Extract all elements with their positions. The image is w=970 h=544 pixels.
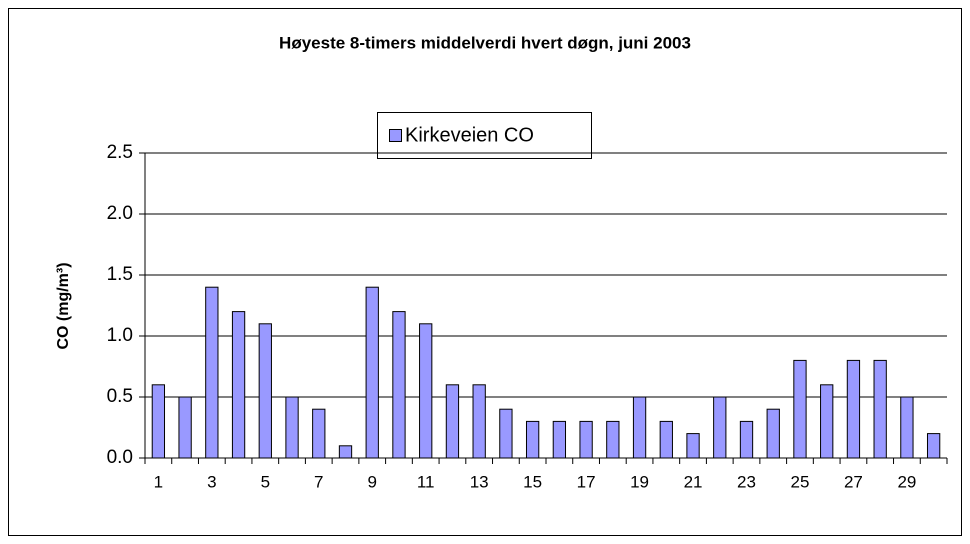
chart-title: Høyeste 8-timers middelverdi hvert døgn,…	[279, 33, 691, 52]
bar	[258, 323, 272, 459]
x-tick-label: 11	[417, 472, 435, 491]
bar	[552, 420, 567, 459]
x-tick-label: 29	[897, 472, 916, 491]
bar	[312, 408, 326, 459]
x-tick-label: 3	[207, 472, 216, 491]
bar	[793, 359, 807, 459]
bar	[846, 359, 861, 459]
bar	[151, 384, 166, 459]
bar	[231, 311, 246, 459]
bar	[579, 420, 593, 459]
x-tick-label: 1	[154, 472, 163, 491]
bar	[178, 396, 192, 459]
bar	[606, 420, 620, 459]
bar	[472, 384, 486, 459]
bar	[365, 286, 379, 459]
bar	[739, 420, 754, 459]
y-tick-label: 1.5	[107, 264, 133, 285]
bar	[525, 420, 540, 459]
y-axis-label: CO (mg/m³)	[55, 262, 72, 349]
bar	[392, 311, 406, 459]
x-tick-label: 23	[737, 472, 756, 491]
bar	[499, 408, 513, 459]
x-tick-label: 15	[523, 472, 542, 491]
bar	[873, 359, 887, 459]
bar	[900, 396, 914, 459]
x-tick-label: 19	[630, 472, 649, 491]
bar	[445, 384, 460, 459]
legend-label: Kirkeveien CO	[405, 124, 534, 146]
y-tick-label: 2.5	[107, 142, 133, 163]
bar	[766, 408, 780, 459]
x-tick-label: 9	[367, 472, 376, 491]
x-tick-label: 17	[577, 472, 596, 491]
y-tick-label: 1.0	[107, 325, 133, 346]
bar	[686, 433, 700, 459]
x-tick-label: 7	[314, 472, 323, 491]
bar	[820, 384, 834, 459]
y-tick-label: 2.0	[107, 203, 133, 224]
bar	[659, 420, 673, 459]
y-tick-label: 0.5	[107, 386, 133, 407]
y-tick-label: 0.0	[107, 447, 133, 468]
x-tick-label: 27	[844, 472, 863, 491]
x-tick-label: 13	[470, 472, 489, 491]
x-tick-label: 5	[261, 472, 270, 491]
legend	[377, 112, 592, 159]
x-tick-label: 21	[684, 472, 703, 491]
bar	[338, 445, 353, 459]
bar	[713, 396, 727, 459]
bar	[632, 396, 647, 459]
x-tick-label: 25	[791, 472, 810, 491]
bar	[926, 433, 941, 459]
bar	[285, 396, 299, 459]
bar	[205, 286, 219, 459]
legend-swatch	[389, 129, 402, 142]
bar	[419, 323, 433, 459]
